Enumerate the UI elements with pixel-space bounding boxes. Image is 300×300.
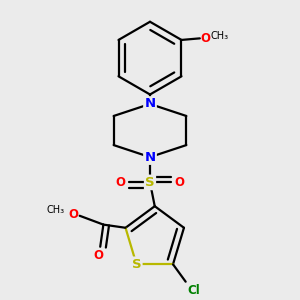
Text: N: N (144, 98, 156, 110)
Text: O: O (175, 176, 185, 189)
Text: O: O (68, 208, 78, 221)
Text: O: O (115, 176, 125, 189)
Text: S: S (132, 258, 141, 271)
Text: N: N (144, 151, 156, 164)
Text: O: O (200, 32, 211, 45)
Text: S: S (145, 176, 155, 189)
Text: Cl: Cl (187, 284, 200, 297)
Text: O: O (94, 249, 103, 262)
Text: CH₃: CH₃ (46, 205, 64, 215)
Text: CH₃: CH₃ (210, 31, 228, 41)
